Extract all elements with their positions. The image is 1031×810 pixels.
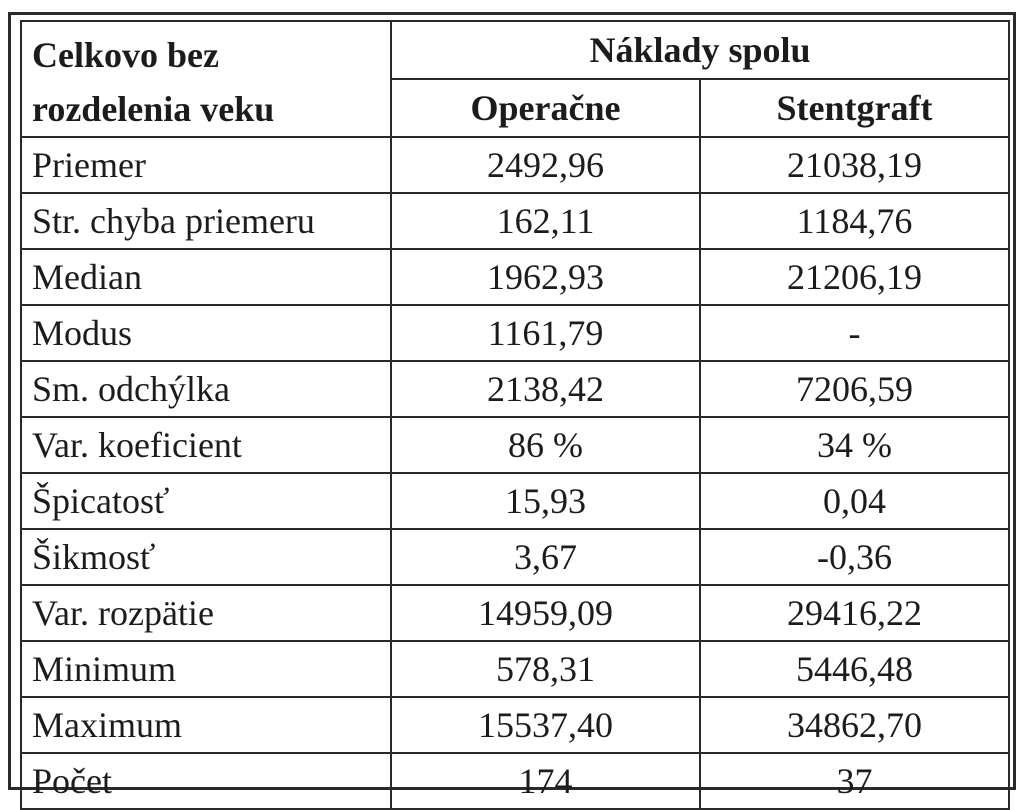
cell-stentgraft: 21038,19 <box>698 136 1011 194</box>
table-body: Priemer 2492,96 21038,19 Str. chyba priemer… <box>20 136 1011 810</box>
row-label: Počet <box>20 752 392 810</box>
cell-stentgraft: -0,36 <box>698 528 1011 586</box>
table-row: Maximum 15537,40 34862,70 <box>20 696 1011 754</box>
table-row: Var. koeficient 86 % 34 % <box>20 416 1011 474</box>
cell-operacne: 2492,96 <box>390 136 701 194</box>
column-header-stentgraft: Stentgraft <box>698 78 1011 138</box>
cell-stentgraft: 34 % <box>698 416 1011 474</box>
cell-stentgraft: 0,04 <box>698 472 1011 530</box>
row-label: Šikmosť <box>20 528 392 586</box>
table-row: Minimum 578,31 5446,48 <box>20 640 1011 698</box>
cell-stentgraft: 34862,70 <box>698 696 1011 754</box>
table-row: Str. chyba priemeru 162,11 1184,76 <box>20 192 1011 250</box>
row-label: Priemer <box>20 136 392 194</box>
cell-operacne: 2138,42 <box>390 360 701 418</box>
table-row: Median 1962,93 21206,19 <box>20 248 1011 306</box>
row-label: Modus <box>20 304 392 362</box>
corner-header-line2: rozdelenia veku <box>32 89 275 129</box>
row-label: Sm. odchýlka <box>20 360 392 418</box>
cell-operacne: 162,11 <box>390 192 701 250</box>
cell-operacne: 1962,93 <box>390 248 701 306</box>
table-row: Šikmosť 3,67 -0,36 <box>20 528 1011 586</box>
table-row: Modus 1161,79- <box>20 304 1011 362</box>
row-label: Maximum <box>20 696 392 754</box>
cell-stentgraft: 7206,59 <box>698 360 1011 418</box>
cell-stentgraft: 1184,76 <box>698 192 1011 250</box>
cell-operacne: 1161,79 <box>390 304 701 362</box>
cell-operacne: 3,67 <box>390 528 701 586</box>
corner-header-line1: Celkovo bez <box>32 35 219 75</box>
table-row: Počet 174 37 <box>20 752 1011 810</box>
cell-stentgraft: 29416,22 <box>698 584 1011 642</box>
header-row-columns: Operačne Stentgraft <box>21 78 1011 138</box>
table-row: Var. rozpätie 14959,09 29416,22 <box>20 584 1011 642</box>
cell-operacne: 15537,40 <box>390 696 701 754</box>
cell-stentgraft: 37 <box>698 752 1011 810</box>
cell-operacne: 578,31 <box>390 640 701 698</box>
row-label: Str. chyba priemeru <box>20 192 392 250</box>
table-row: Priemer 2492,96 21038,19 <box>20 136 1011 194</box>
group-header: Náklady spolu <box>389 20 1011 80</box>
cell-operacne: 86 % <box>390 416 701 474</box>
header-row-group: Celkovo bez rozdelenia veku Náklady spol… <box>20 20 1011 138</box>
cell-operacne: 14959,09 <box>390 584 701 642</box>
row-label: Var. koeficient <box>20 416 392 474</box>
row-label: Špicatosť <box>20 472 392 530</box>
cell-operacne: 15,93 <box>390 472 701 530</box>
statistics-table: Celkovo bez rozdelenia veku Náklady spol… <box>20 20 1011 810</box>
row-label: Minimum <box>20 640 392 698</box>
table-row: Špicatosť 15,93 0,04 <box>20 472 1011 530</box>
corner-header: Celkovo bez rozdelenia veku <box>20 20 392 138</box>
column-header-operacne: Operačne <box>390 78 701 138</box>
row-label: Median <box>20 248 392 306</box>
cell-operacne: 174 <box>390 752 701 810</box>
cell-stentgraft: 21206,19 <box>698 248 1011 306</box>
cell-stentgraft: 5446,48 <box>698 640 1011 698</box>
row-label: Var. rozpätie <box>20 584 392 642</box>
table-row: Sm. odchýlka 2138,42 7206,59 <box>20 360 1011 418</box>
cell-stentgraft: - <box>698 304 1011 362</box>
